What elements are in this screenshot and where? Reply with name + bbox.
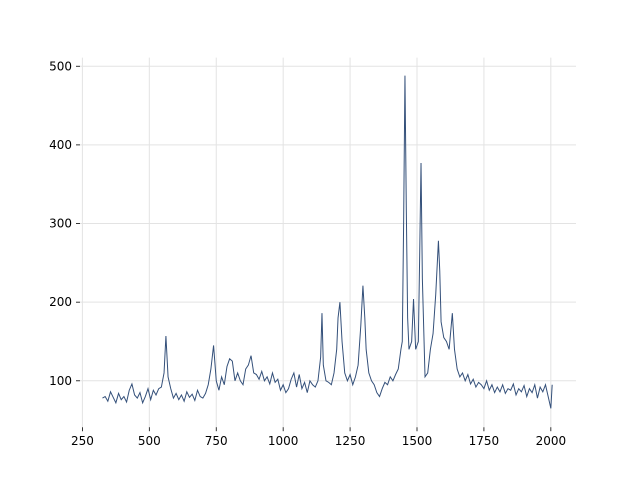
x-tick-label: 500 xyxy=(138,434,161,448)
x-tick-label: 250 xyxy=(71,434,94,448)
y-tick-label: 400 xyxy=(49,138,72,152)
x-tick-label: 2000 xyxy=(536,434,567,448)
y-tick-label: 200 xyxy=(49,295,72,309)
y-tick-label: 300 xyxy=(49,217,72,231)
y-tick-label: 500 xyxy=(49,59,72,73)
x-tick-label: 1500 xyxy=(402,434,433,448)
x-tick-label: 1750 xyxy=(469,434,500,448)
line-series xyxy=(102,75,553,409)
x-tick-label: 750 xyxy=(205,434,228,448)
x-tick-label: 1250 xyxy=(335,434,366,448)
y-tick-label: 100 xyxy=(49,374,72,388)
x-tick-label: 1000 xyxy=(268,434,299,448)
